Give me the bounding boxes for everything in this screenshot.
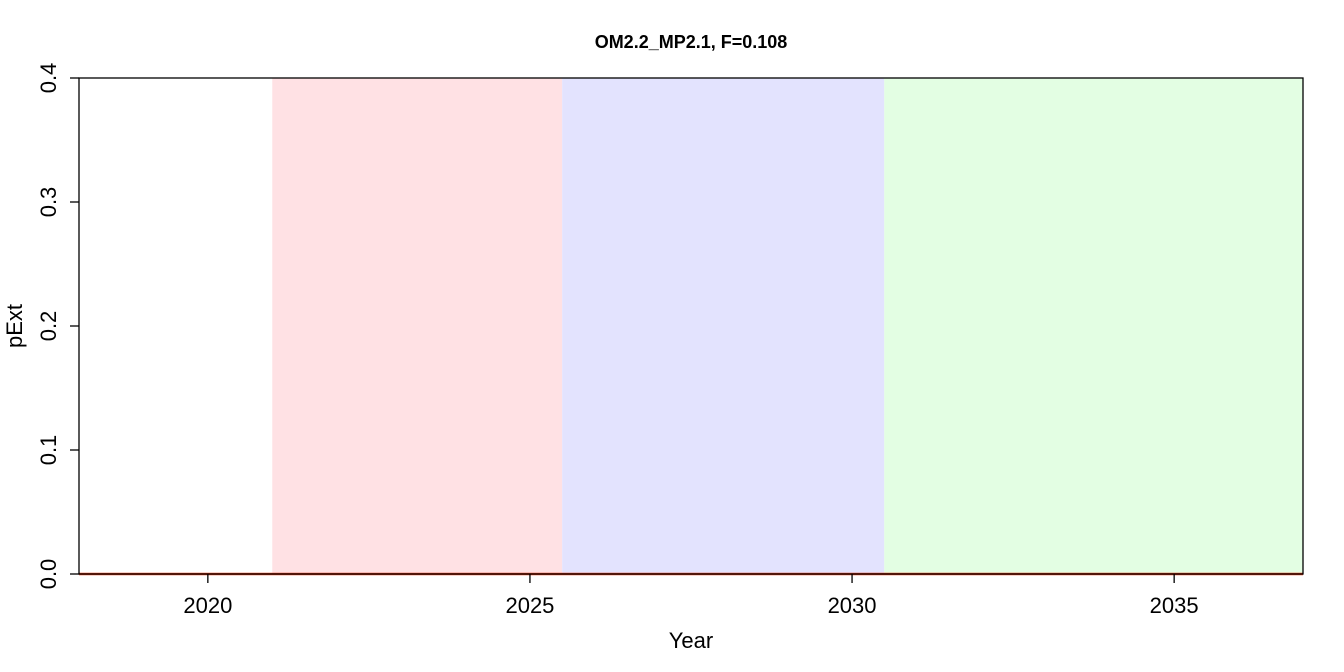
shaded-period-2 bbox=[562, 78, 885, 574]
y-tick-label: 0.4 bbox=[36, 63, 61, 94]
chart-title: OM2.2_MP2.1, F=0.108 bbox=[595, 32, 788, 52]
y-axis-label: pExt bbox=[2, 304, 27, 348]
y-tick-label: 0.1 bbox=[36, 435, 61, 466]
x-axis: 2020 2025 2030 2035 bbox=[183, 574, 1199, 618]
y-tick-label: 0.0 bbox=[36, 559, 61, 590]
x-tick-label: 2020 bbox=[183, 593, 232, 618]
shaded-period-3 bbox=[884, 78, 1303, 574]
x-tick-label: 2025 bbox=[505, 593, 554, 618]
shaded-periods bbox=[272, 78, 1303, 574]
x-tick-label: 2035 bbox=[1150, 593, 1199, 618]
x-tick-label: 2030 bbox=[828, 593, 877, 618]
x-axis-label: Year bbox=[669, 628, 713, 653]
shaded-period-1 bbox=[272, 78, 563, 574]
y-tick-label: 0.3 bbox=[36, 187, 61, 218]
y-axis: 0.0 0.1 0.2 0.3 0.4 bbox=[36, 63, 79, 590]
y-tick-label: 0.2 bbox=[36, 311, 61, 342]
